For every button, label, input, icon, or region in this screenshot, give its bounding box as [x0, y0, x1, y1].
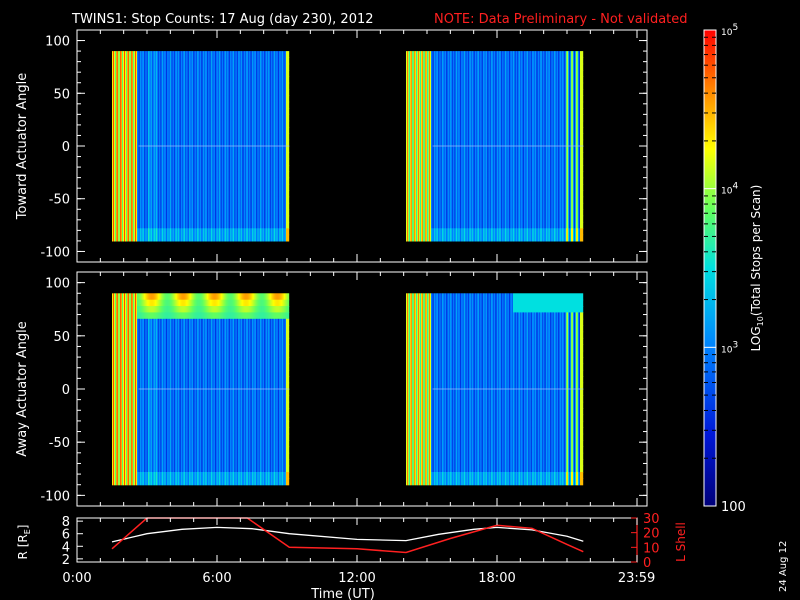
lshell-series-line: [111, 517, 584, 554]
away-data-block: [112, 293, 290, 486]
r-series-line: [111, 526, 584, 543]
away-heatmap-panel: 100 50 0 -50 -100 Away Actuator Angle: [15, 271, 648, 507]
colorbar-label: LOG10(Total Stops per Scan): [749, 185, 765, 352]
away-data-block: [406, 293, 584, 486]
preliminary-note: NOTE: Data Preliminary - Not validated: [434, 12, 688, 27]
x-axis-label: Time (UT): [310, 587, 375, 600]
lshell-axis-label: L Shell: [674, 522, 688, 562]
toward-y-tick-label: 0: [62, 140, 70, 155]
r-tick-label: 6: [62, 528, 70, 543]
away-y-tick-label: 100: [45, 277, 70, 292]
away-y-tick-label: -50: [49, 436, 70, 451]
r-axis-label: R [RE]: [16, 525, 32, 560]
away-y-tick-label: 50: [53, 330, 70, 345]
toward-y-tick-label: 50: [53, 87, 70, 102]
toward-heatmap-data: [112, 51, 584, 242]
colorbar-tick-label: 104: [721, 182, 738, 197]
colorbar-gradient: [704, 30, 716, 506]
time-tick-label: 12:00: [338, 571, 375, 586]
date-stamp: 24 Aug 12: [778, 541, 789, 592]
toward-y-axis-label: Toward Actuator Angle: [15, 73, 30, 220]
away-y-axis-label: Away Actuator Angle: [15, 321, 30, 456]
time-tick-label: 6:00: [202, 571, 231, 586]
toward-y-tick-label: 100: [45, 35, 70, 50]
lshell-tick-label: 20: [643, 527, 660, 542]
lshell-tick-label: 0: [643, 556, 651, 571]
toward-y-tick-label: -100: [40, 245, 70, 260]
r-tick-label: 4: [62, 540, 70, 555]
toward-y-tick-label: -50: [49, 193, 70, 208]
r-tick-label: 8: [62, 515, 70, 530]
toward-heatmap-panel: 100 50 0 -50 -100 Toward Actuator Angle: [15, 29, 648, 263]
away-y-tick-label: -100: [40, 489, 70, 504]
toward-data-block: [112, 51, 290, 242]
away-y-tick-label: 0: [62, 383, 70, 398]
time-tick-label: 18:00: [478, 571, 515, 586]
colorbar-tick-label: 105: [721, 23, 738, 38]
colorbar-tick-label: 100: [721, 500, 746, 515]
time-tick-label: 0:00: [62, 571, 91, 586]
colorbar: 105 104 103 100 LOG10(Total Stops per Scan): [703, 23, 765, 515]
lshell-tick-label: 30: [643, 512, 660, 527]
colorbar-tick-label: 103: [721, 340, 738, 355]
r-tick-label: 2: [62, 553, 70, 568]
lshell-tick-label: 10: [643, 541, 660, 556]
chart-title: TWINS1: Stop Counts: 17 Aug (day 230), 2…: [71, 12, 374, 27]
toward-data-block: [406, 51, 584, 242]
time-tick-label: 23:59: [618, 571, 655, 586]
away-heatmap-data: [112, 293, 584, 486]
